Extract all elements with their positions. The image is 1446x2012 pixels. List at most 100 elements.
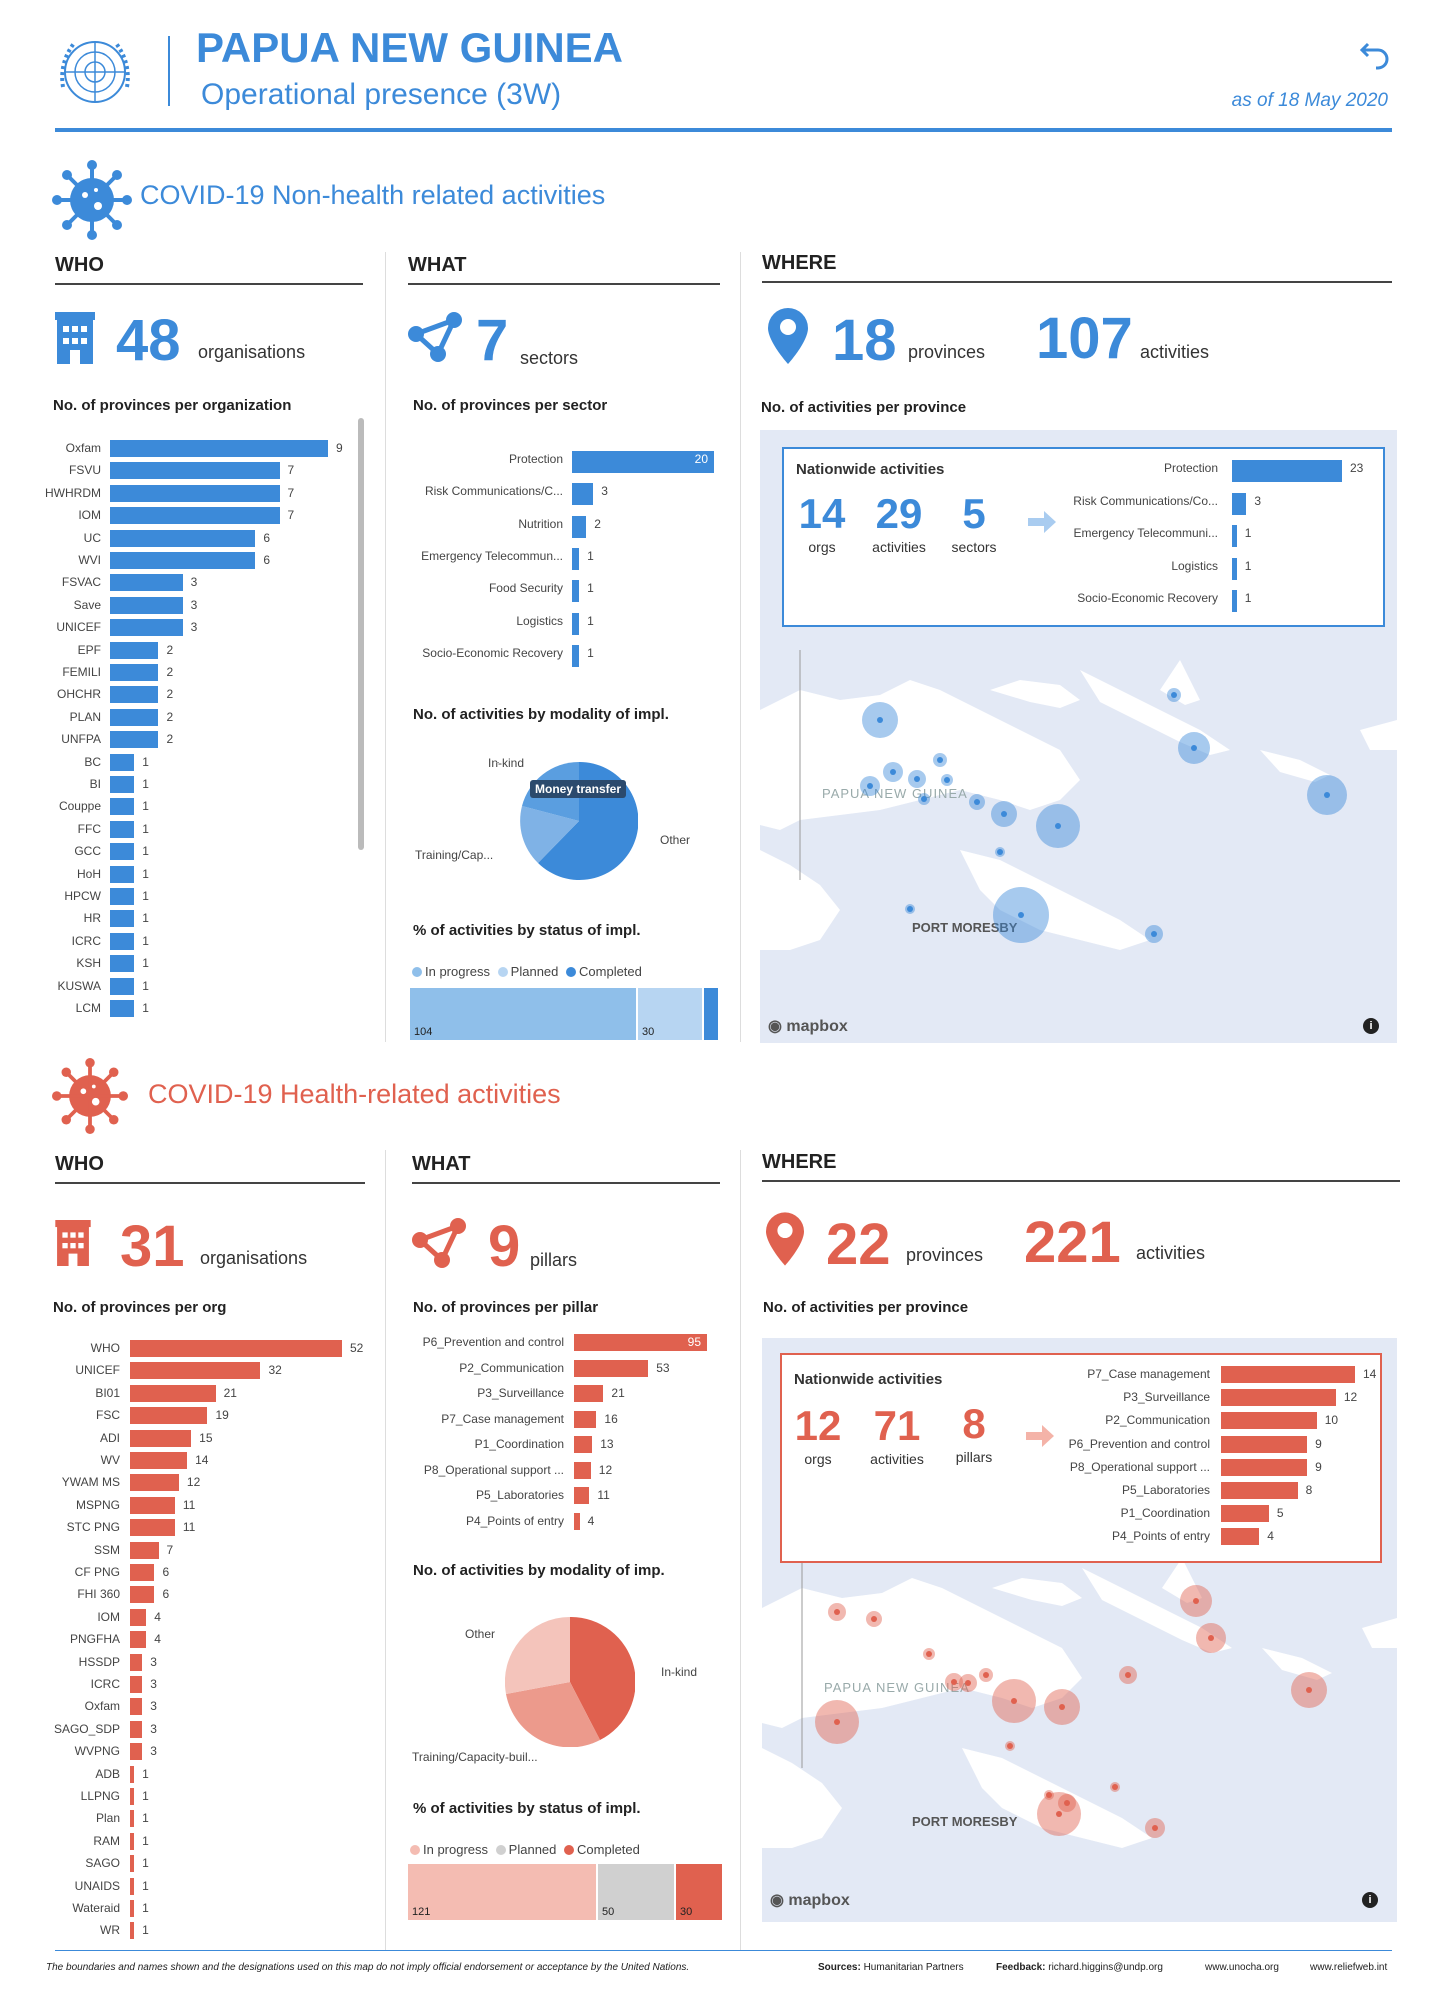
bar[interactable] xyxy=(130,1676,143,1693)
bar[interactable] xyxy=(574,1359,649,1377)
map-bubble[interactable] xyxy=(815,1700,859,1744)
map-bubble[interactable] xyxy=(1058,1794,1076,1812)
bar[interactable] xyxy=(130,1832,135,1850)
bar[interactable] xyxy=(110,664,159,681)
bar[interactable] xyxy=(110,776,135,793)
map-bubble[interactable] xyxy=(959,1674,977,1692)
info-icon[interactable]: i xyxy=(1363,1018,1379,1034)
bar[interactable] xyxy=(110,932,135,950)
bar[interactable] xyxy=(130,1474,179,1492)
bar[interactable] xyxy=(1232,525,1237,547)
map-bubble[interactable] xyxy=(918,793,930,805)
map-bubble[interactable] xyxy=(1178,732,1210,764)
map-bubble[interactable] xyxy=(993,887,1049,943)
bar[interactable] xyxy=(572,483,594,506)
bar[interactable] xyxy=(574,1487,590,1504)
map-bubble[interactable] xyxy=(862,702,898,738)
bar[interactable] xyxy=(130,1362,261,1380)
bar[interactable] xyxy=(130,1900,135,1917)
bar[interactable] xyxy=(110,1000,135,1017)
bar[interactable] xyxy=(574,1461,591,1479)
map-bubble[interactable] xyxy=(908,770,926,788)
org-chart-scrollbar[interactable] xyxy=(358,418,364,850)
map-bubble[interactable] xyxy=(1145,925,1163,943)
bar[interactable] xyxy=(130,1631,147,1649)
bar[interactable] xyxy=(1221,1528,1260,1546)
bar[interactable] xyxy=(572,451,714,473)
bar[interactable] xyxy=(110,753,135,771)
bar[interactable] xyxy=(110,955,135,973)
bar[interactable] xyxy=(574,1410,597,1428)
bar[interactable] xyxy=(130,1877,135,1895)
bar[interactable] xyxy=(110,462,280,480)
bar[interactable] xyxy=(130,1653,143,1671)
bar[interactable] xyxy=(572,580,580,603)
footer-link-reliefweb[interactable]: www.reliefweb.int xyxy=(1310,1962,1388,1973)
map-bubble[interactable] xyxy=(1044,1689,1080,1725)
bar[interactable] xyxy=(110,641,159,659)
bar[interactable] xyxy=(130,1586,155,1604)
bar[interactable] xyxy=(130,1743,143,1761)
bar[interactable] xyxy=(110,731,159,749)
map-bubble[interactable] xyxy=(1145,1818,1165,1838)
bar[interactable] xyxy=(130,1810,135,1828)
map-bubble[interactable] xyxy=(1037,1792,1081,1836)
bar[interactable] xyxy=(130,1519,175,1537)
map-bubble[interactable] xyxy=(992,1679,1036,1723)
bar[interactable] xyxy=(110,888,135,905)
bar[interactable] xyxy=(130,1452,188,1469)
map-bubble[interactable] xyxy=(1307,775,1347,815)
map-bubble[interactable] xyxy=(1110,1782,1120,1792)
bar[interactable] xyxy=(1221,1389,1336,1407)
map-bubble[interactable] xyxy=(1005,1741,1015,1751)
bar[interactable] xyxy=(130,1922,135,1940)
map-bubble[interactable] xyxy=(995,847,1005,857)
map-bubble[interactable] xyxy=(1180,1585,1212,1617)
map-bubble[interactable] xyxy=(945,1673,963,1691)
map-bubble[interactable] xyxy=(923,1648,935,1660)
bar[interactable] xyxy=(572,515,587,538)
map-bubble[interactable] xyxy=(866,1611,882,1627)
bar[interactable] xyxy=(110,820,135,838)
map-bubble[interactable] xyxy=(1196,1623,1226,1653)
map-bubble[interactable] xyxy=(1119,1666,1137,1684)
bar[interactable] xyxy=(110,574,183,592)
bar[interactable] xyxy=(1221,1366,1355,1383)
bar[interactable] xyxy=(130,1855,135,1873)
bar[interactable] xyxy=(130,1384,216,1402)
map-bubble[interactable] xyxy=(1036,804,1080,848)
bar[interactable] xyxy=(130,1765,135,1783)
bar[interactable] xyxy=(1232,590,1237,612)
bar[interactable] xyxy=(110,708,159,726)
map-bubble[interactable] xyxy=(860,776,880,796)
bar[interactable] xyxy=(130,1407,208,1425)
bar[interactable] xyxy=(130,1541,159,1559)
map-bubble[interactable] xyxy=(1291,1672,1327,1708)
bar[interactable] xyxy=(1221,1412,1317,1430)
bar[interactable] xyxy=(1221,1482,1298,1499)
map-bubble[interactable] xyxy=(905,904,915,914)
bar[interactable] xyxy=(130,1608,147,1626)
bar[interactable] xyxy=(110,507,280,525)
map-bubble[interactable] xyxy=(883,762,903,782)
bar[interactable] xyxy=(110,596,183,614)
bar[interactable] xyxy=(574,1512,580,1530)
map-bubble[interactable] xyxy=(941,774,953,786)
bar[interactable] xyxy=(110,865,135,883)
bar[interactable] xyxy=(130,1720,143,1738)
bar[interactable] xyxy=(1221,1505,1269,1523)
bar[interactable] xyxy=(110,686,159,704)
bar[interactable] xyxy=(110,552,256,569)
feedback-value[interactable]: richard.higgins@undp.org xyxy=(1048,1962,1163,1973)
bar[interactable] xyxy=(1221,1435,1308,1453)
bar[interactable] xyxy=(574,1385,604,1402)
bar[interactable] xyxy=(574,1334,707,1351)
map-bubble[interactable] xyxy=(991,801,1017,827)
bar[interactable] xyxy=(1232,557,1237,580)
bar[interactable] xyxy=(130,1564,155,1581)
bar[interactable] xyxy=(110,843,135,861)
bar[interactable] xyxy=(110,484,280,502)
bar[interactable] xyxy=(572,612,580,635)
footer-link-unocha[interactable]: www.unocha.org xyxy=(1205,1962,1279,1973)
bar[interactable] xyxy=(1221,1458,1308,1476)
